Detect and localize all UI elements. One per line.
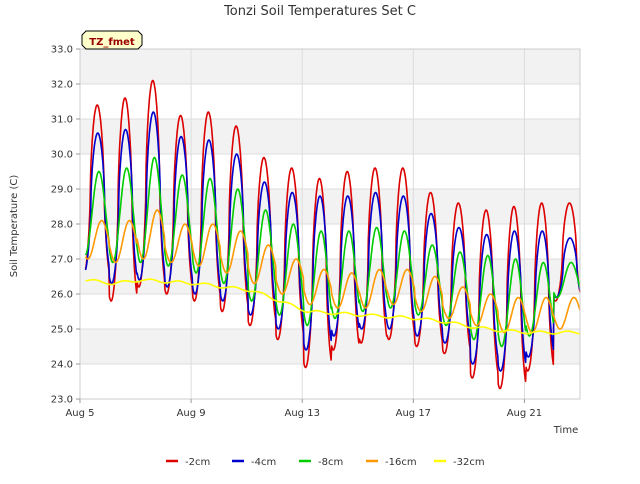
- y-tick-label: 23.0: [51, 395, 73, 406]
- x-tick-label: Aug 17: [396, 408, 431, 419]
- x-tick-label: Aug 5: [65, 408, 94, 419]
- x-tick-labels: Aug 5 Aug 9 Aug 13 Aug 17 Aug 21: [65, 399, 542, 419]
- x-tick-label: Aug 13: [285, 408, 320, 419]
- plot-band: [80, 49, 580, 84]
- y-tick-label: 29.0: [51, 185, 73, 196]
- legend-label: -2cm: [185, 457, 210, 468]
- plot-background: [80, 49, 580, 399]
- legend-item: -16cm: [366, 457, 417, 468]
- x-tick-label: Aug 21: [507, 408, 542, 419]
- plot-band: [80, 119, 580, 154]
- annotation-frame: [81, 30, 143, 50]
- legend: -2cm -4cm -8cm -16cm -32cm: [166, 457, 485, 468]
- x-tick-label: Aug 9: [177, 408, 206, 419]
- y-tick-label: 26.0: [51, 290, 73, 301]
- series-line-m8cm: [84, 156, 581, 348]
- legend-item: -8cm: [299, 457, 343, 468]
- y-tick-label: 32.0: [51, 80, 73, 91]
- y-tick-label: 31.0: [51, 115, 73, 126]
- plot-band: [80, 224, 580, 259]
- legend-item: -32cm: [434, 457, 485, 468]
- annotation-box: TZ_fmet: [81, 30, 143, 50]
- plot-band: [80, 154, 580, 189]
- legend-item: -4cm: [232, 457, 276, 468]
- legend-label: -16cm: [385, 457, 417, 468]
- x-axis-label: Time: [553, 425, 578, 436]
- plot-band: [80, 259, 580, 294]
- plot-band: [80, 189, 580, 224]
- series-lines: [84, 79, 581, 390]
- series-line-m2cm: [84, 79, 581, 390]
- y-tick-label: 33.0: [51, 45, 73, 56]
- series-line-m4cm: [84, 111, 581, 372]
- y-axis-label: Soil Temperature (C): [9, 175, 20, 278]
- y-tick-label: 30.0: [51, 150, 73, 161]
- legend-label: -4cm: [251, 457, 276, 468]
- legend-label: -32cm: [453, 457, 485, 468]
- y-tick-label: 28.0: [51, 220, 73, 231]
- y-tick-label: 27.0: [51, 255, 73, 266]
- series-line-m16cm: [84, 209, 581, 334]
- chart-title: Tonzi Soil Temperatures Set C: [223, 4, 416, 19]
- legend-item: -2cm: [166, 457, 210, 468]
- y-tick-labels: 23.0 24.0 25.0 26.0 27.0 28.0 29.0 30.0 31.0 32.0…: [51, 45, 80, 406]
- plot-band: [80, 364, 580, 399]
- annotation-label: TZ_fmet: [89, 37, 135, 48]
- series-line-m32cm: [85, 278, 581, 335]
- legend-label: -8cm: [318, 457, 343, 468]
- plot-band: [80, 84, 580, 119]
- y-tick-label: 24.0: [51, 360, 73, 371]
- y-tick-label: 25.0: [51, 325, 73, 336]
